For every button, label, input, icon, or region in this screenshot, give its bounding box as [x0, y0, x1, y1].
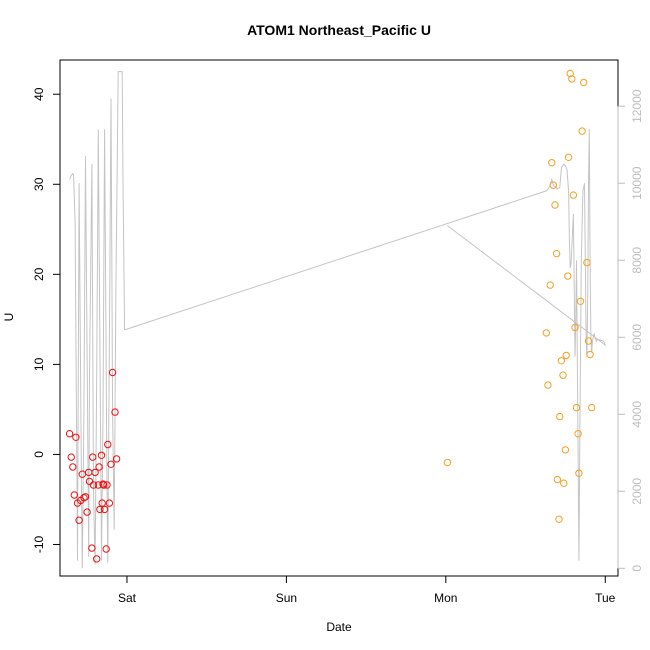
data-point	[111, 408, 119, 416]
data-point	[586, 350, 594, 359]
data-point	[72, 433, 80, 441]
data-point	[112, 455, 121, 463]
data-point	[89, 481, 98, 489]
data-point	[584, 337, 593, 345]
data-point	[556, 412, 564, 421]
data-point	[78, 470, 87, 478]
data-point	[97, 451, 106, 459]
y-tick-label: 40	[32, 87, 46, 101]
data-point	[559, 371, 567, 379]
data-point	[561, 446, 570, 454]
data-point	[70, 491, 79, 499]
data-point	[67, 453, 75, 461]
data-point	[555, 515, 563, 523]
y2-tick-label: 2000	[630, 478, 644, 505]
data-point	[99, 480, 107, 488]
data-point	[574, 430, 582, 438]
data-point	[578, 127, 586, 135]
line-layer	[69, 71, 607, 569]
y-tick-label: 20	[32, 267, 46, 281]
data-point	[88, 544, 96, 552]
y2-tick-label: 4000	[630, 401, 644, 428]
y-tick-label: -10	[32, 535, 46, 553]
data-point	[560, 479, 568, 487]
data-point	[572, 403, 581, 412]
data-point	[576, 297, 585, 305]
data-point	[89, 453, 97, 461]
data-point	[75, 516, 83, 524]
data-point	[546, 281, 554, 289]
data-point	[98, 499, 106, 507]
data-point	[564, 153, 573, 162]
data-point	[81, 493, 90, 501]
data-point	[93, 555, 101, 563]
data-point	[588, 403, 596, 412]
data-point	[83, 508, 91, 516]
data-point	[564, 272, 572, 280]
data-point	[103, 481, 111, 489]
data-point	[80, 494, 88, 502]
data-point	[107, 460, 115, 468]
series-line	[69, 71, 607, 569]
x-axis-label: Date	[326, 620, 352, 634]
data-point	[583, 258, 591, 267]
y-tick-label: 10	[32, 357, 46, 371]
data-point	[94, 481, 103, 489]
data-point	[568, 75, 576, 83]
data-point	[91, 468, 99, 477]
chart-title: ATOM1 Northeast_Pacific U	[247, 22, 431, 38]
points-layer	[65, 69, 596, 563]
y2-tick-label: 12000	[630, 89, 644, 123]
plot-area	[59, 59, 619, 577]
y-axis-label: U	[2, 313, 16, 322]
data-point	[571, 323, 579, 332]
x-tick-label: Mon	[434, 591, 457, 605]
x-tick-label: Tue	[595, 591, 616, 605]
data-point	[443, 458, 452, 467]
data-point	[104, 440, 112, 449]
y2-tick-label: 10000	[630, 166, 644, 200]
data-point	[557, 357, 566, 365]
y-tick-label: 30	[32, 177, 46, 191]
data-point	[69, 463, 77, 471]
data-point	[551, 201, 559, 209]
data-point	[549, 181, 558, 189]
data-point	[542, 329, 550, 337]
data-point	[100, 481, 108, 489]
data-point	[566, 69, 574, 78]
y2-tick-label: 8000	[630, 247, 644, 274]
data-point	[102, 545, 110, 553]
data-point	[65, 430, 74, 438]
data-point	[105, 499, 114, 507]
data-point	[95, 463, 103, 471]
data-point	[96, 505, 104, 514]
data-point	[100, 505, 109, 514]
data-point	[553, 475, 562, 484]
data-point	[562, 351, 570, 360]
data-point	[548, 159, 556, 167]
x-tick-label: Sun	[276, 591, 297, 605]
data-point	[108, 368, 117, 377]
x-tick-label: Sat	[118, 591, 137, 605]
y-axis-right: 0 2000 4000 6000 8000 10000 12000	[617, 89, 644, 572]
x-axis: Sat Sun Mon Tue	[118, 576, 616, 605]
y2-tick-label: 0	[630, 565, 644, 572]
y-tick-label: 0	[32, 451, 46, 458]
data-point	[552, 249, 561, 258]
data-point	[569, 191, 578, 199]
y-axis-left: -10 0 10 20 30 40	[32, 87, 60, 553]
data-point	[575, 469, 583, 477]
data-point	[580, 78, 588, 87]
data-point	[544, 381, 552, 389]
y2-tick-label: 6000	[630, 324, 644, 351]
